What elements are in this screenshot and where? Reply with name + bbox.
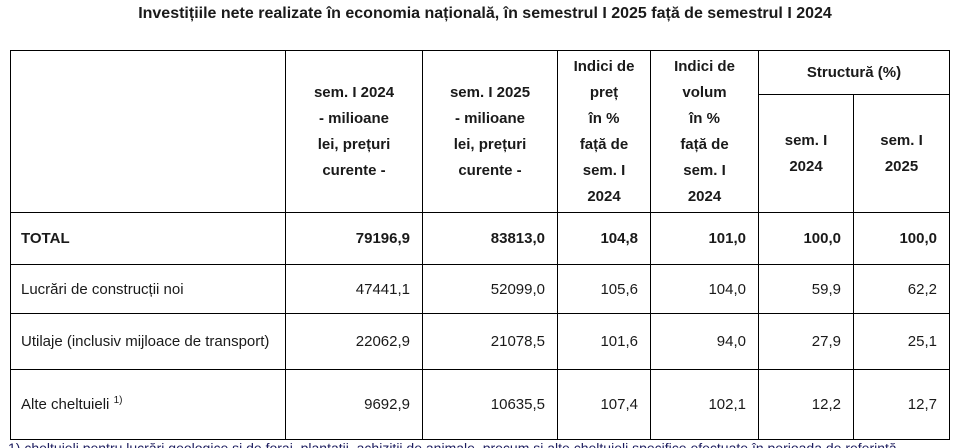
cell-total-volume-index: 101,0 — [650, 212, 759, 265]
header-cell-sem-2025-millions: sem. I 2025 - milioane lei, prețuri cure… — [422, 50, 558, 213]
cell-equipment-structure-2024: 27,9 — [758, 313, 854, 370]
footnote-clipped: 1) cheltuieli pentru lucrări geologice ș… — [8, 441, 964, 448]
cell-total-structure-2025: 100,0 — [853, 212, 950, 265]
cell-equipment-price-index: 101,6 — [557, 313, 651, 370]
cell-other-volume-index: 102,1 — [650, 369, 759, 440]
cell-constructions-structure-2024: 59,9 — [758, 264, 854, 314]
row-label-total: TOTAL — [10, 212, 286, 265]
cell-constructions-structure-2025: 62,2 — [853, 264, 950, 314]
row-label-constructions: Lucrări de construcții noi — [10, 264, 286, 314]
cell-constructions-sem2025: 52099,0 — [422, 264, 558, 314]
table-row-constructions: Lucrări de construcții noi 47441,1 52099… — [10, 264, 950, 314]
header-cell-structure-sem-2025: sem. I 2025 — [853, 94, 950, 213]
cell-constructions-sem2024: 47441,1 — [285, 264, 423, 314]
cell-other-structure-2025: 12,7 — [853, 369, 950, 440]
table-row-other-expenses: Alte cheltuieli 1) 9692,9 10635,5 107,4 … — [10, 369, 950, 440]
footnote-clipped-text: 1) cheltuieli pentru lucrări geologice ș… — [8, 441, 964, 448]
cell-other-price-index: 107,4 — [557, 369, 651, 440]
cell-constructions-price-index: 105,6 — [557, 264, 651, 314]
cell-total-sem2025: 83813,0 — [422, 212, 558, 265]
row-label-other-expenses-text: Alte cheltuieli — [21, 396, 110, 413]
header-cell-structure-group: Structură (%) — [758, 50, 950, 95]
cell-other-sem2024: 9692,9 — [285, 369, 423, 440]
cell-constructions-volume-index: 104,0 — [650, 264, 759, 314]
header-cell-structure-sem-2024: sem. I 2024 — [758, 94, 854, 213]
header-cell-volume-index: Indici de volum în % față de sem. I 2024 — [650, 50, 759, 213]
table-row-equipment: Utilaje (inclusiv mijloace de transport)… — [10, 313, 950, 370]
header-cell-row-label — [10, 50, 286, 213]
cell-total-price-index: 104,8 — [557, 212, 651, 265]
header-cell-price-index: Indici de preț în % față de sem. I 2024 — [557, 50, 651, 213]
table-header: sem. I 2024 - milioane lei, prețuri cure… — [10, 50, 950, 213]
page-title: Investițiile nete realizate în economia … — [138, 5, 832, 22]
cell-equipment-sem2025: 21078,5 — [422, 313, 558, 370]
cell-other-sem2025: 10635,5 — [422, 369, 558, 440]
cell-total-sem2024: 79196,9 — [285, 212, 423, 265]
cell-other-structure-2024: 12,2 — [758, 369, 854, 440]
row-label-other-expenses: Alte cheltuieli 1) — [10, 369, 286, 440]
table-row-total: TOTAL 79196,9 83813,0 104,8 101,0 100,0 … — [10, 212, 950, 265]
cell-equipment-structure-2025: 25,1 — [853, 313, 950, 370]
cell-equipment-sem2024: 22062,9 — [285, 313, 423, 370]
investments-table: sem. I 2024 - milioane lei, prețuri cure… — [10, 50, 950, 440]
footnote-reference: 1) — [113, 395, 123, 406]
header-cell-sem-2024-millions: sem. I 2024 - milioane lei, prețuri cure… — [285, 50, 423, 213]
row-label-equipment: Utilaje (inclusiv mijloace de transport) — [10, 313, 286, 370]
cell-equipment-volume-index: 94,0 — [650, 313, 759, 370]
cell-total-structure-2024: 100,0 — [758, 212, 854, 265]
